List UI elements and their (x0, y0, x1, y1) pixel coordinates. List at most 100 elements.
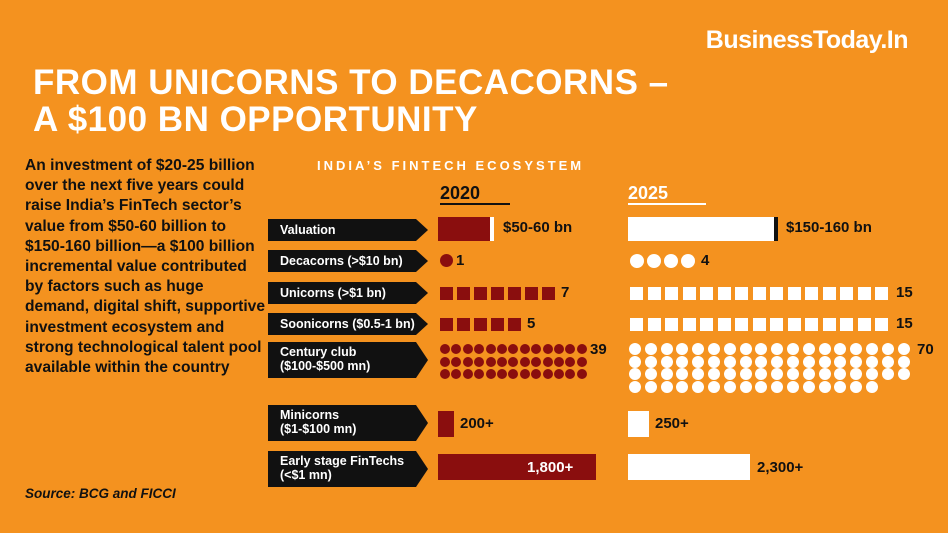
row-label-decacorns: Decacorns (>$10 bn) (268, 250, 428, 272)
century-club-2025-mark (676, 368, 689, 380)
century-club-2020-mark (440, 356, 450, 367)
century-club-2025-mark (629, 343, 641, 355)
row-label-early-stage-line1: Early stage FinTechs (280, 454, 405, 468)
century-club-2025-mark (834, 355, 847, 368)
row-label-unicorns: Unicorns (>$1 bn) (268, 282, 428, 304)
bar-valuation-2020 (438, 217, 494, 241)
bar-early-stage-2020 (438, 454, 596, 480)
century-club-2020-mark (485, 356, 496, 367)
century-club-2025-mark (708, 343, 720, 355)
row-label-century-club-line2: ($100-$500 mn) (280, 359, 371, 373)
century-club-2025-mark (866, 368, 878, 380)
century-club-2020-mark (531, 344, 542, 354)
value-early-stage-2025: 2,300+ (757, 459, 804, 476)
century-club-2025-mark (692, 380, 705, 393)
century-club-2025-mark (771, 343, 784, 355)
century-club-2025-mark (802, 343, 815, 355)
century-club-2025-mark (692, 343, 705, 355)
century-club-2020-mark (576, 356, 587, 367)
century-club-2025-mark (739, 368, 752, 380)
century-club-2025-mark (708, 368, 720, 380)
value-minicorns-2020: 200+ (460, 415, 494, 432)
soonicorn-2025-mark (822, 318, 836, 331)
century-club-2025-mark (723, 355, 736, 368)
century-club-2025-mark (723, 368, 736, 380)
century-club-2025-mark (897, 368, 910, 380)
unicorn-2025-mark (665, 287, 678, 300)
unicorn-2025-mark (682, 287, 696, 300)
bar-early-stage-2025 (628, 454, 750, 480)
century-club-2025-mark (881, 368, 894, 380)
century-club-2025-mark (802, 368, 815, 380)
soonicorn-2025-mark (857, 318, 871, 331)
century-club-2020-mark (474, 369, 485, 379)
century-club-2020-mark (576, 344, 587, 354)
century-club-2025-mark (787, 368, 799, 380)
century-club-2020-mark (508, 344, 519, 354)
century-club-2025-mark (866, 380, 878, 393)
century-club-2025-mark (755, 368, 768, 380)
intro-paragraph: An investment of $20-25 billion over the… (25, 157, 265, 377)
century-club-2020-mark (576, 369, 587, 379)
row-label-early-stage-line2: (<$1 mn) (280, 468, 332, 482)
century-club-2025-mark (708, 355, 720, 368)
soonicorn-2020-mark (457, 318, 470, 331)
century-club-2020-mark (542, 344, 553, 354)
century-club-2020-mark (565, 369, 576, 379)
bar-minicorns-2025 (628, 411, 649, 437)
soonicorn-2020-mark (491, 318, 504, 331)
unicorn-2025-mark (787, 287, 801, 300)
century-club-2025-mark (755, 343, 768, 355)
unicorn-2025-mark (752, 287, 766, 300)
unicorn-2020-mark (440, 287, 453, 300)
century-club-2020-mark (497, 344, 507, 354)
century-club-2025-mark (692, 368, 705, 380)
row-label-soonicorns: Soonicorns ($0.5-1 bn) (268, 313, 428, 335)
century-club-2025-mark (644, 355, 657, 368)
unicorn-2020-mark (542, 287, 555, 300)
century-club-2025-mark (708, 380, 720, 393)
soonicorn-2025-mark (840, 318, 853, 331)
soonicorn-2020-mark (474, 318, 487, 331)
century-club-2025-mark (818, 380, 831, 393)
century-club-2025-mark (755, 355, 768, 368)
century-club-2020-mark (451, 356, 462, 367)
decacorn-2025-mark (630, 254, 644, 268)
row-label-century-club-line1: Century club (280, 345, 357, 359)
century-club-2020-mark (565, 356, 576, 367)
century-club-2025-mark (723, 380, 736, 393)
century-club-2025-mark (739, 355, 752, 368)
century-club-2025-mark (818, 368, 831, 380)
chart-title: INDIA’S FINTECH ECOSYSTEM (317, 158, 585, 173)
century-club-2020-mark (462, 356, 473, 367)
unicorn-2025-mark (770, 287, 783, 300)
century-club-2025-mark (897, 355, 910, 368)
century-club-2020-mark (554, 356, 564, 367)
century-club-2025-mark (834, 368, 847, 380)
century-club-2025-mark (881, 355, 894, 368)
soonicorn-2025-mark (752, 318, 766, 331)
unicorn-2020-mark (457, 287, 470, 300)
row-label-minicorns-line1: Minicorns (280, 408, 340, 422)
century-club-2025-mark (834, 343, 847, 355)
century-club-2020-mark (462, 369, 473, 379)
soonicorn-2025-mark (735, 318, 748, 331)
century-club-2025-mark (644, 343, 657, 355)
century-club-2025-mark (660, 380, 673, 393)
row-label-valuation: Valuation (268, 219, 428, 241)
century-club-2025-mark (897, 343, 910, 355)
century-club-2025-mark (834, 380, 847, 393)
century-club-2020-mark (474, 356, 485, 367)
century-club-2025-mark (660, 355, 673, 368)
century-club-2020-mark (565, 344, 576, 354)
unicorn-2020-mark (525, 287, 538, 300)
decacorn-2025-mark (681, 254, 695, 268)
value-century-club-2025: 70 (917, 341, 934, 358)
century-club-2020-mark (519, 369, 530, 379)
soonicorn-2025-mark (770, 318, 783, 331)
soonicorn-2025-mark (875, 318, 888, 331)
century-club-2025-mark (660, 368, 673, 380)
soonicorn-2025-mark (700, 318, 713, 331)
soonicorn-2025-mark (787, 318, 801, 331)
unicorn-2025-mark (805, 287, 818, 300)
